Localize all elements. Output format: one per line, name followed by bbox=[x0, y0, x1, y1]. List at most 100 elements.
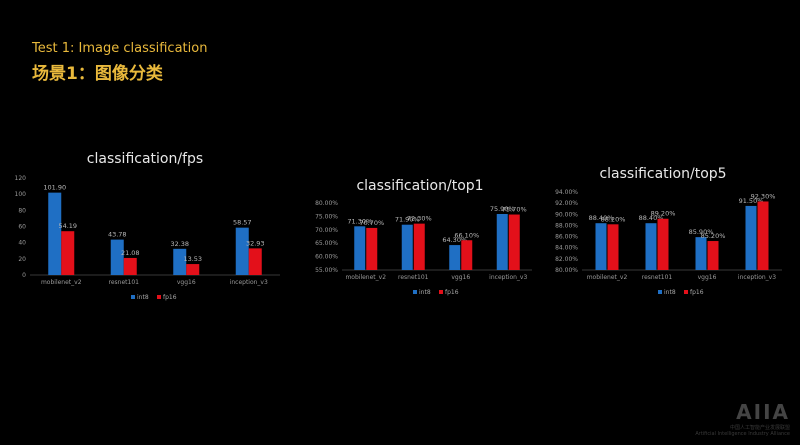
legend-label: int8 bbox=[664, 289, 676, 296]
bar-fp16 bbox=[61, 231, 75, 275]
bar-int8 bbox=[354, 226, 366, 270]
bar-fp16 bbox=[461, 240, 473, 270]
chart-title: classification/top1 bbox=[356, 178, 483, 194]
data-label: 64.30% bbox=[442, 236, 467, 244]
y-tick-label: 88.00% bbox=[555, 222, 578, 229]
slide-title-english: Test 1: Image classification bbox=[32, 41, 208, 56]
legend-swatch-fp16 bbox=[157, 295, 161, 299]
y-tick-label: 82.00% bbox=[555, 256, 578, 263]
top5-chart: classification/top5 80.00% 82.00% 84.00% 86.… bbox=[555, 166, 782, 296]
legend-label: int8 bbox=[419, 289, 431, 296]
y-tick-label: 55.00% bbox=[315, 267, 338, 274]
y-tick-label: 80.00% bbox=[315, 200, 338, 207]
data-label: 13.53 bbox=[183, 255, 202, 263]
data-label: 88.20% bbox=[601, 215, 626, 223]
fps-chart: classification/fps 0 20 40 60 80 100 120 101.90 5… bbox=[15, 151, 280, 301]
y-tick-label: 100 bbox=[15, 191, 27, 198]
x-tick-label: resnet101 bbox=[398, 274, 429, 281]
data-label: 88.40% bbox=[639, 214, 664, 222]
x-tick-label: resnet101 bbox=[109, 279, 140, 286]
y-tick-label: 75.00% bbox=[315, 213, 338, 220]
data-label: 21.08 bbox=[121, 249, 140, 257]
x-tick-label: inception_v3 bbox=[489, 274, 527, 281]
watermark-text-en: Artificial Intelligence Industry Allianc… bbox=[695, 431, 790, 437]
bar-fp16 bbox=[607, 224, 619, 270]
data-label: 66.10% bbox=[454, 231, 479, 239]
data-label: 54.19 bbox=[58, 222, 77, 230]
bar-int8 bbox=[695, 237, 707, 270]
chart-title: classification/top5 bbox=[599, 166, 726, 182]
bar-fp16 bbox=[366, 227, 378, 270]
legend-label: fp16 bbox=[690, 289, 704, 296]
y-tick-label: 20 bbox=[18, 256, 26, 263]
data-label: 58.57 bbox=[233, 219, 252, 227]
bar-fp16 bbox=[248, 248, 262, 275]
legend-label: fp16 bbox=[445, 289, 459, 296]
top1-chart: classification/top1 55.00% 60.00% 65.00% 70.… bbox=[315, 178, 532, 296]
y-tick-label: 70.00% bbox=[315, 227, 338, 234]
y-tick-label: 80.00% bbox=[555, 267, 578, 274]
watermark-text: 中国人工智能产业发展联盟 bbox=[729, 425, 790, 431]
legend-swatch-fp16 bbox=[439, 290, 443, 294]
bar-int8 bbox=[401, 224, 413, 270]
y-tick-label: 92.00% bbox=[555, 200, 578, 207]
legend-swatch-fp16 bbox=[684, 290, 688, 294]
bar-int8 bbox=[645, 223, 657, 270]
bar-int8 bbox=[595, 223, 607, 270]
data-label: 85.90% bbox=[689, 228, 714, 236]
data-label: 71.90% bbox=[395, 216, 420, 224]
aiia-watermark: AIIA 中国人工智能产业发展联盟 Artificial Intelligenc… bbox=[695, 400, 790, 437]
y-tick-label: 60.00% bbox=[315, 254, 338, 261]
bar-fp16 bbox=[707, 241, 719, 270]
bar-int8 bbox=[449, 245, 461, 270]
legend-swatch-int8 bbox=[131, 295, 135, 299]
bar-fp16 bbox=[123, 257, 137, 275]
x-tick-label: mobilenet_v2 bbox=[41, 279, 82, 286]
y-tick-label: 120 bbox=[15, 175, 27, 182]
x-tick-label: mobilenet_v2 bbox=[345, 274, 386, 281]
y-tick-label: 80 bbox=[18, 207, 26, 214]
aiia-logo: AIIA bbox=[736, 400, 790, 424]
bar-fp16 bbox=[508, 214, 520, 270]
x-tick-label: vgg16 bbox=[177, 279, 196, 286]
y-tick-label: 65.00% bbox=[315, 240, 338, 247]
data-label: 88.40% bbox=[589, 214, 614, 222]
legend-label: int8 bbox=[137, 294, 149, 301]
x-tick-label: inception_v3 bbox=[230, 279, 268, 286]
data-label: 32.38 bbox=[170, 240, 189, 248]
y-tick-label: 40 bbox=[18, 240, 26, 247]
bar-fp16 bbox=[186, 264, 200, 275]
bar-int8 bbox=[745, 205, 757, 270]
x-tick-label: inception_v3 bbox=[738, 274, 776, 281]
y-tick-label: 86.00% bbox=[555, 234, 578, 241]
data-label: 75.90% bbox=[490, 205, 515, 213]
y-tick-label: 60 bbox=[18, 224, 26, 231]
bar-int8 bbox=[235, 227, 249, 275]
bar-int8 bbox=[173, 248, 187, 275]
y-tick-label: 90.00% bbox=[555, 211, 578, 218]
chart-title: classification/fps bbox=[87, 151, 203, 167]
legend-swatch-int8 bbox=[658, 290, 662, 294]
data-label: 70.70% bbox=[359, 219, 384, 227]
bar-fp16 bbox=[657, 218, 669, 270]
data-label: 101.90 bbox=[43, 184, 66, 192]
x-tick-label: vgg16 bbox=[451, 274, 470, 281]
bar-fp16 bbox=[413, 223, 425, 270]
bar-int8 bbox=[496, 213, 508, 270]
data-label: 32.93 bbox=[246, 239, 265, 247]
bar-int8 bbox=[48, 192, 62, 275]
x-tick-label: vgg16 bbox=[698, 274, 717, 281]
data-label: 75.70% bbox=[502, 206, 527, 214]
data-label: 85.20% bbox=[701, 232, 726, 240]
legend-swatch-int8 bbox=[413, 290, 417, 294]
bar-fp16 bbox=[757, 201, 769, 270]
data-label: 91.50% bbox=[739, 197, 764, 205]
bar-int8 bbox=[110, 239, 124, 275]
x-tick-label: resnet101 bbox=[642, 274, 673, 281]
legend-label: fp16 bbox=[163, 294, 177, 301]
data-label: 71.30% bbox=[347, 217, 372, 225]
y-tick-label: 94.00% bbox=[555, 189, 578, 196]
slide-title-chinese: 场景1：图像分类 bbox=[32, 64, 163, 84]
data-label: 72.30% bbox=[407, 215, 432, 223]
data-label: 43.78 bbox=[108, 231, 127, 239]
